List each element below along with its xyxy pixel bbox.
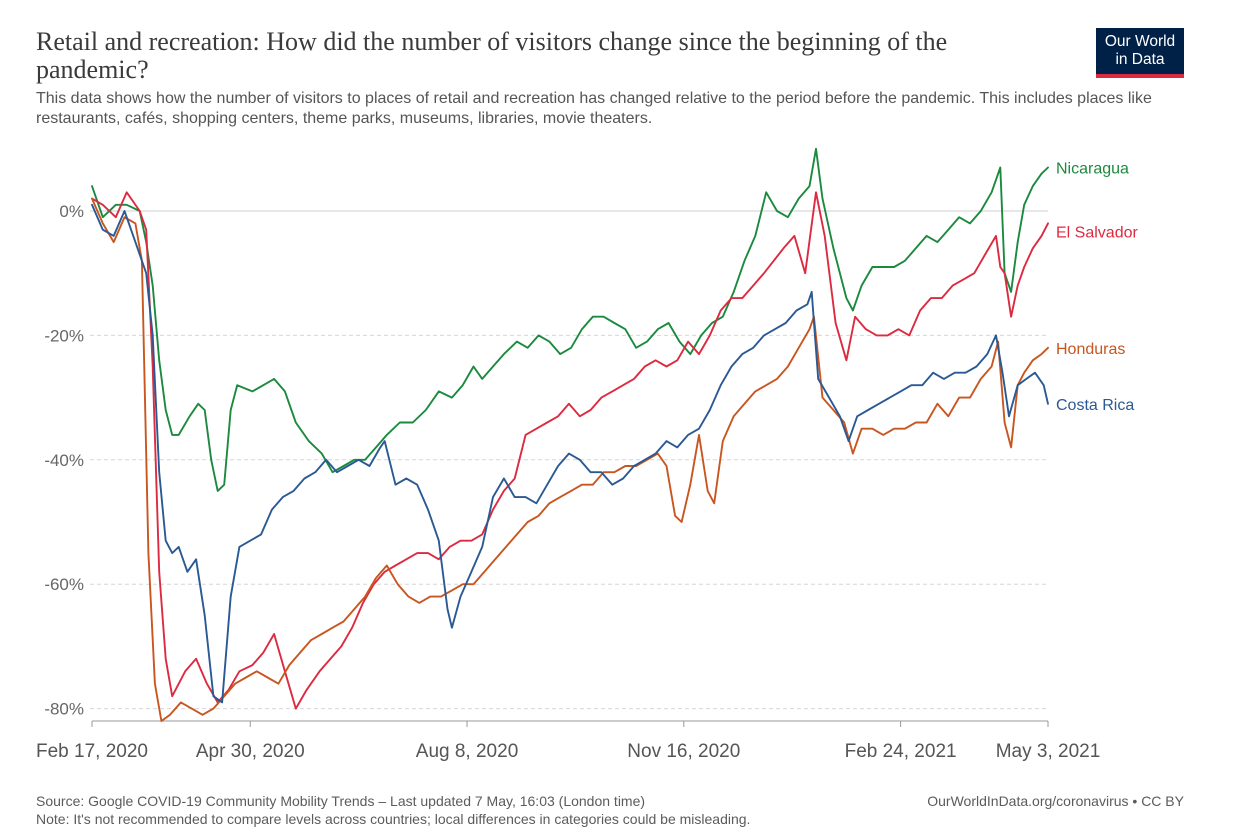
chart-title: Retail and recreation: How did the numbe… xyxy=(36,27,948,84)
x-axis: Feb 17, 2020 Apr 30, 2020 Aug 8, 2020 Nov 1… xyxy=(36,720,1101,762)
series-line-honduras xyxy=(91,197,1049,722)
y-tick-label: 0% xyxy=(59,202,84,221)
source-text[interactable]: Source: Google COVID-19 Community Mobili… xyxy=(36,793,646,809)
y-tick-label: -40% xyxy=(44,451,84,470)
series-label-costa-rica: Costa Rica xyxy=(1056,397,1134,414)
y-axis-tick-labels: 0% -20% -40% -60% -80% xyxy=(44,202,84,719)
logo-line-2: in Data xyxy=(1115,51,1165,68)
series-label-el-salvador: El Salvador xyxy=(1056,224,1138,241)
x-tick-label: Nov 16, 2020 xyxy=(627,741,740,762)
series-line-el-salvador xyxy=(91,191,1049,710)
owid-logo[interactable]: Our World in Data xyxy=(1096,28,1184,78)
x-tick-label: Apr 30, 2020 xyxy=(196,741,305,762)
footer-source: Source: Google COVID-19 Community Mobili… xyxy=(36,792,750,828)
x-tick-label: Aug 8, 2020 xyxy=(416,741,518,762)
y-tick-label: -20% xyxy=(44,326,84,345)
series-lines xyxy=(91,147,1049,722)
note-text: Note: It's not recommended to compare le… xyxy=(36,811,751,827)
y-tick-label: -60% xyxy=(44,575,84,594)
series-line-nicaragua xyxy=(91,147,1049,492)
y-tick-label: -80% xyxy=(44,700,84,719)
x-tick-label: Feb 17, 2020 xyxy=(36,741,148,762)
series-end-labels: Nicaragua El Salvador Honduras Costa Rica xyxy=(1056,160,1138,413)
footer-credit[interactable]: OurWorldInData.org/coronavirus • CC BY xyxy=(927,793,1184,809)
x-tick-label: Feb 24, 2021 xyxy=(845,741,957,762)
series-label-honduras: Honduras xyxy=(1056,341,1125,358)
x-tick-label: May 3, 2021 xyxy=(996,741,1101,762)
series-label-nicaragua: Nicaragua xyxy=(1056,160,1129,177)
logo-line-1: Our World xyxy=(1104,33,1176,50)
gridlines xyxy=(90,210,1048,710)
series-line-costa-rica xyxy=(91,203,1049,704)
chart-subtitle: This data shows how the number of visito… xyxy=(36,90,1152,127)
